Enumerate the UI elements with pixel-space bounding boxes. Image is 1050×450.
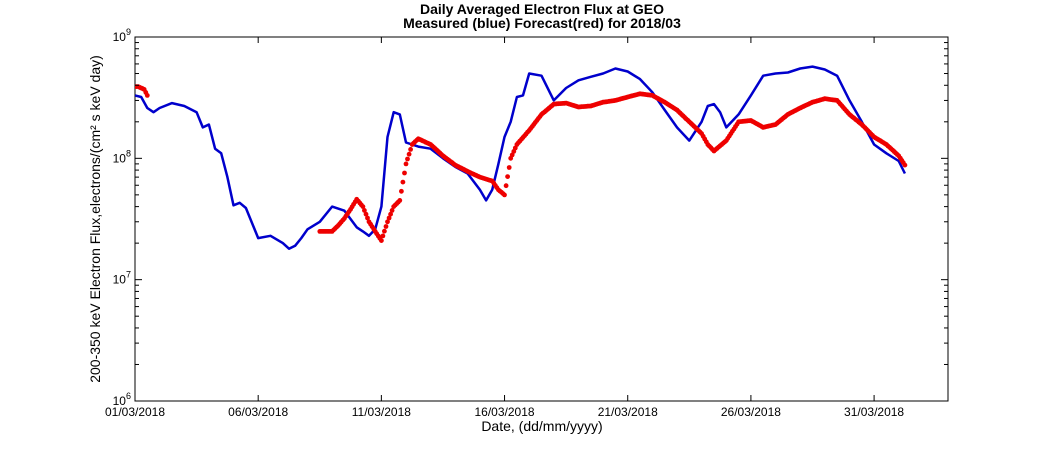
forecast-point bbox=[505, 174, 510, 180]
forecast-point bbox=[388, 211, 393, 217]
forecast-point bbox=[502, 192, 507, 198]
x-tick-label: 01/03/2018 bbox=[105, 405, 165, 419]
tick-layer: 01/03/2018 06/03/2018 11/03/2018 16/03/2018… bbox=[105, 27, 948, 419]
y-tick-label: 106 bbox=[113, 391, 131, 408]
series-layer bbox=[135, 65, 908, 250]
forecast-point bbox=[365, 215, 370, 221]
forecast-point bbox=[399, 188, 404, 194]
forecast-point bbox=[408, 147, 413, 152]
x-tick-label: 21/03/2018 bbox=[598, 405, 658, 419]
x-tick-label: 31/03/2018 bbox=[844, 405, 904, 419]
forecast-point bbox=[503, 183, 509, 189]
x-axis-label: Date, (dd/mm/yyyy) bbox=[481, 418, 602, 434]
forecast-point bbox=[403, 161, 409, 167]
forecast-point bbox=[383, 224, 389, 229]
series-forecast-segment bbox=[317, 91, 908, 244]
series-measured-line bbox=[135, 65, 907, 250]
forecast-point bbox=[397, 198, 403, 203]
chart-title-line-1: Daily Averaged Electron Flux at GEO bbox=[420, 1, 664, 17]
x-tick-label: 11/03/2018 bbox=[352, 405, 411, 419]
chart-title-line-2: Measured (blue) Forecast(red) for 2018/0… bbox=[403, 15, 681, 31]
forecast-point bbox=[360, 204, 366, 210]
forecast-point bbox=[385, 219, 390, 225]
forecast-point bbox=[386, 215, 392, 221]
y-tick-label: 107 bbox=[113, 270, 131, 287]
x-tick-label: 06/03/2018 bbox=[228, 405, 288, 419]
plot-area: 01/03/2018 06/03/2018 11/03/2018 16/03/2018… bbox=[105, 27, 949, 419]
forecast-point bbox=[380, 233, 386, 239]
y-axis-label: 200-350 keV Electron Flux,electrons/(cm²… bbox=[87, 55, 103, 383]
x-tick-label: 26/03/2018 bbox=[721, 405, 781, 419]
forecast-point bbox=[402, 170, 407, 176]
forecast-point bbox=[902, 162, 908, 168]
x-tick-label: 16/03/2018 bbox=[475, 405, 535, 419]
forecast-point bbox=[405, 156, 410, 162]
forecast-point bbox=[362, 208, 367, 213]
forecast-point bbox=[400, 179, 406, 185]
forecast-point bbox=[144, 93, 150, 98]
forecast-point bbox=[389, 208, 395, 213]
y-tick-label: 108 bbox=[113, 148, 131, 165]
forecast-point bbox=[363, 211, 369, 217]
plot-frame bbox=[134, 36, 949, 402]
y-tick-label: 109 bbox=[113, 27, 131, 44]
forecast-point bbox=[379, 238, 384, 244]
forecast-point bbox=[506, 165, 512, 170]
forecast-point bbox=[406, 151, 412, 157]
forecast-point bbox=[382, 228, 387, 234]
